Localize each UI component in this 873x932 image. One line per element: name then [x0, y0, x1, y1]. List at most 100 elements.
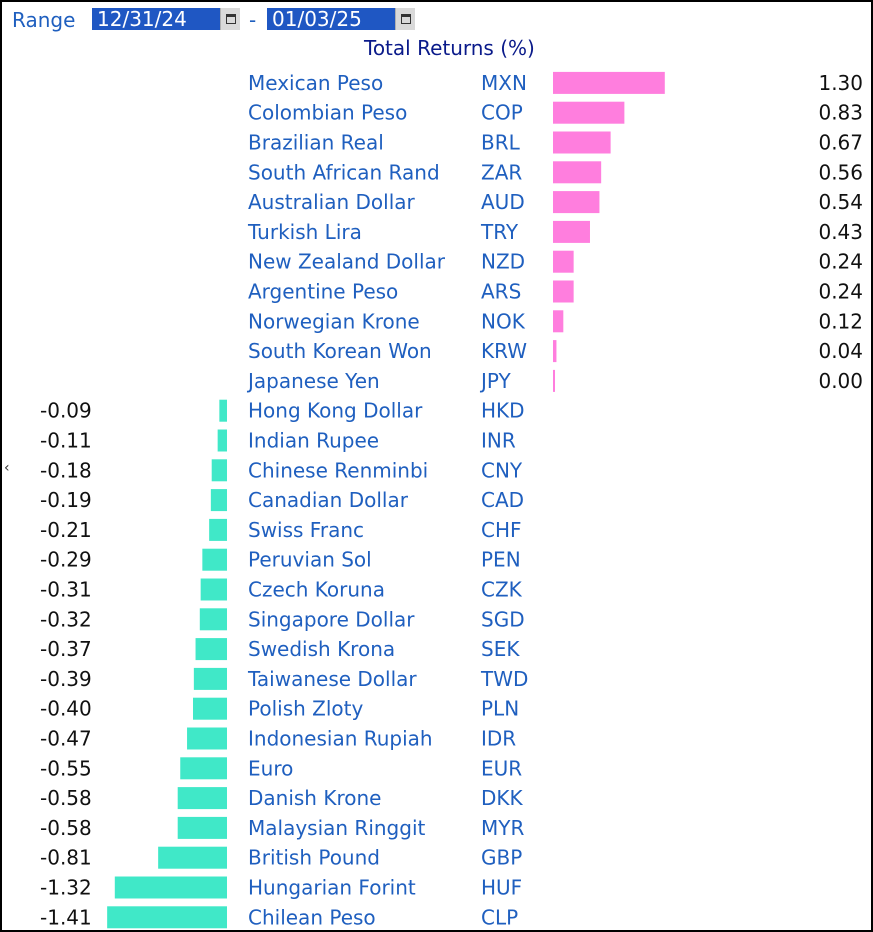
bar-cad [210, 489, 227, 512]
bar-chf [209, 518, 227, 541]
currency-name-huf: Hungarian Forint [248, 876, 416, 900]
left-edge-marker: ‹ [4, 460, 10, 476]
bar-jpy [553, 369, 555, 392]
currency-name-krw: South Korean Won [248, 339, 432, 363]
currency-name-czk: Czech Koruna [248, 578, 385, 602]
value-label-hkd: -0.09 [40, 399, 92, 423]
bar-sgd [199, 608, 227, 631]
value-label-cop: 0.83 [818, 101, 863, 125]
bar-pen [202, 548, 227, 571]
value-label-huf: -1.32 [40, 876, 92, 900]
bar-aud [553, 191, 600, 214]
bar-dkk [177, 787, 227, 810]
currency-code-pln: PLN [481, 697, 519, 721]
currency-name-clp: Chilean Peso [248, 905, 376, 929]
currency-code-dkk: DKK [481, 786, 524, 810]
bar-krw [553, 340, 557, 363]
bar-huf [114, 876, 227, 899]
currency-code-inr: INR [481, 429, 516, 453]
currency-code-pen: PEN [481, 548, 521, 572]
bar-nok [553, 310, 564, 333]
currency-code-aud: AUD [481, 190, 525, 214]
value-label-jpy: 0.00 [818, 369, 863, 393]
value-label-ars: 0.24 [818, 280, 863, 304]
currency-name-ars: Argentine Peso [248, 280, 398, 304]
currency-code-eur: EUR [481, 756, 522, 780]
calendar-icon [400, 14, 411, 24]
bar-zar [553, 161, 602, 184]
value-label-pln: -0.40 [40, 697, 92, 721]
range-label: Range [12, 8, 76, 32]
bar-ars [553, 280, 574, 303]
currency-name-sgd: Singapore Dollar [248, 607, 415, 631]
value-label-zar: 0.56 [818, 160, 863, 184]
currency-code-huf: HUF [481, 876, 522, 900]
value-label-cad: -0.19 [40, 488, 92, 512]
currency-name-zar: South African Rand [248, 160, 440, 184]
currency-name-try: Turkish Lira [247, 220, 362, 244]
value-label-gbp: -0.81 [40, 846, 92, 870]
currency-code-krw: KRW [481, 339, 527, 363]
currency-code-nok: NOK [481, 309, 526, 333]
bar-twd [193, 667, 227, 690]
bar-myr [177, 816, 227, 839]
value-label-idr: -0.47 [40, 727, 92, 751]
currency-name-gbp: British Pound [248, 846, 380, 870]
currency-name-nzd: New Zealand Dollar [248, 250, 446, 274]
currency-name-mxn: Mexican Peso [248, 71, 383, 95]
start-date-picker-button[interactable] [220, 8, 240, 30]
value-label-mxn: 1.30 [818, 71, 863, 95]
currency-code-cop: COP [481, 101, 523, 125]
currency-name-pen: Peruvian Sol [248, 548, 372, 572]
currency-code-jpy: JPY [479, 369, 512, 393]
currency-name-cny: Chinese Renminbi [248, 458, 428, 482]
value-label-chf: -0.21 [40, 518, 92, 542]
start-date-field[interactable]: 12/31/24 [92, 8, 220, 30]
bar-gbp [158, 846, 227, 869]
end-date-picker-button[interactable] [395, 8, 415, 30]
bar-brl [553, 131, 611, 154]
currency-code-mxn: MXN [481, 71, 527, 95]
currency-code-myr: MYR [481, 816, 524, 840]
bar-cop [553, 101, 625, 124]
currency-code-gbp: GBP [481, 846, 522, 870]
currency-code-hkd: HKD [481, 399, 525, 423]
currency-code-chf: CHF [481, 518, 522, 542]
value-label-aud: 0.54 [818, 190, 863, 214]
currency-name-aud: Australian Dollar [248, 190, 416, 214]
currency-name-hkd: Hong Kong Dollar [248, 399, 423, 423]
currency-code-try: TRY [480, 220, 519, 244]
value-label-dkk: -0.58 [40, 786, 92, 810]
value-label-krw: 0.04 [818, 339, 863, 363]
currency-name-brl: Brazilian Real [248, 131, 384, 155]
currency-name-eur: Euro [248, 756, 293, 780]
currency-name-inr: Indian Rupee [248, 429, 379, 453]
value-label-czk: -0.31 [40, 578, 92, 602]
currency-name-dkk: Danish Krone [248, 786, 381, 810]
currency-name-myr: Malaysian Ringgit [248, 816, 426, 840]
end-date-field[interactable]: 01/03/25 [267, 8, 395, 30]
value-label-nzd: 0.24 [818, 250, 863, 274]
bar-idr [187, 727, 227, 750]
bar-sek [195, 638, 227, 661]
value-label-sgd: -0.32 [40, 607, 92, 631]
currency-code-twd: TWD [480, 667, 528, 691]
currency-name-twd: Taiwanese Dollar [247, 667, 417, 691]
currency-name-nok: Norwegian Krone [248, 309, 420, 333]
currency-code-ars: ARS [481, 280, 521, 304]
value-label-myr: -0.58 [40, 816, 92, 840]
bar-eur [180, 757, 227, 780]
bar-cny [211, 459, 227, 482]
value-label-clp: -1.41 [40, 905, 92, 929]
currency-code-clp: CLP [481, 905, 518, 929]
currency-name-cop: Colombian Peso [248, 101, 407, 125]
chart-title: Total Returns (%) [364, 36, 535, 60]
range-separator: - [249, 8, 257, 32]
value-label-brl: 0.67 [818, 131, 863, 155]
value-label-sek: -0.37 [40, 637, 92, 661]
value-label-twd: -0.39 [40, 667, 92, 691]
value-label-eur: -0.55 [40, 756, 92, 780]
currency-code-sgd: SGD [481, 607, 525, 631]
currency-code-brl: BRL [481, 131, 521, 155]
